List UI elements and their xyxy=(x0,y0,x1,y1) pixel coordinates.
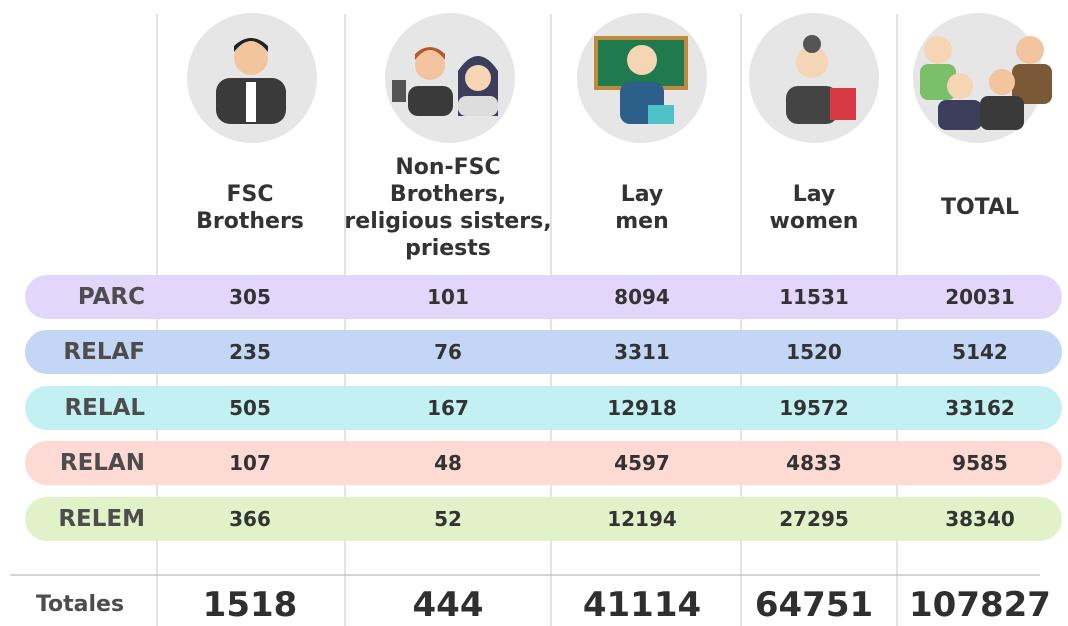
icons xyxy=(187,13,1052,143)
cell-value: 12194 xyxy=(607,507,677,531)
cell-value: 52 xyxy=(434,507,462,531)
column-header: FSC Brothers xyxy=(196,181,304,234)
row-label: RELAL xyxy=(64,395,145,421)
row-label: RELEM xyxy=(58,506,145,532)
cell-value: 107 xyxy=(229,451,271,475)
row-background xyxy=(25,386,1062,430)
cell-value: 1520 xyxy=(786,340,842,364)
row-backgrounds xyxy=(25,275,1062,541)
cell-value: 505 xyxy=(229,396,271,420)
cell-value: 167 xyxy=(427,396,469,420)
cell-value: 48 xyxy=(434,451,462,475)
cell-value: 235 xyxy=(229,340,271,364)
column-header: Non-FSC Brothers, religious sisters, pri… xyxy=(344,154,552,261)
total-value: 64751 xyxy=(754,585,874,625)
row-background xyxy=(25,330,1062,374)
column-header: TOTAL xyxy=(940,195,1020,220)
total-value: 1518 xyxy=(202,585,298,625)
column-header: Lay men xyxy=(615,181,669,234)
cell-value: 27295 xyxy=(779,507,849,531)
cell-value: 101 xyxy=(427,285,469,309)
row-label: RELAN xyxy=(59,450,145,476)
cell-value: 366 xyxy=(229,507,271,531)
cell-value: 11531 xyxy=(779,285,849,309)
cell-value: 3311 xyxy=(614,340,670,364)
cell-value: 4833 xyxy=(786,451,842,475)
total-value: 107827 xyxy=(909,585,1051,625)
cell-value: 305 xyxy=(229,285,271,309)
column-header: Lay women xyxy=(769,181,859,234)
cell-value: 9585 xyxy=(952,451,1008,475)
cell-value: 38340 xyxy=(945,507,1015,531)
cell-value: 12918 xyxy=(607,396,677,420)
row-background xyxy=(25,497,1062,541)
row-background xyxy=(25,441,1062,485)
totals-label: Totales xyxy=(35,592,125,617)
row-label: PARC xyxy=(77,284,145,310)
cell-value: 20031 xyxy=(945,285,1015,309)
cell-value: 76 xyxy=(434,340,462,364)
row-background xyxy=(25,275,1062,319)
total-value: 444 xyxy=(412,585,484,625)
cell-value: 8094 xyxy=(614,285,670,309)
cell-value: 4597 xyxy=(614,451,670,475)
cell-value: 33162 xyxy=(945,396,1015,420)
cell-value: 19572 xyxy=(779,396,849,420)
cell-value: 5142 xyxy=(952,340,1008,364)
total-value: 41114 xyxy=(582,585,702,625)
row-label: RELAF xyxy=(63,339,145,365)
